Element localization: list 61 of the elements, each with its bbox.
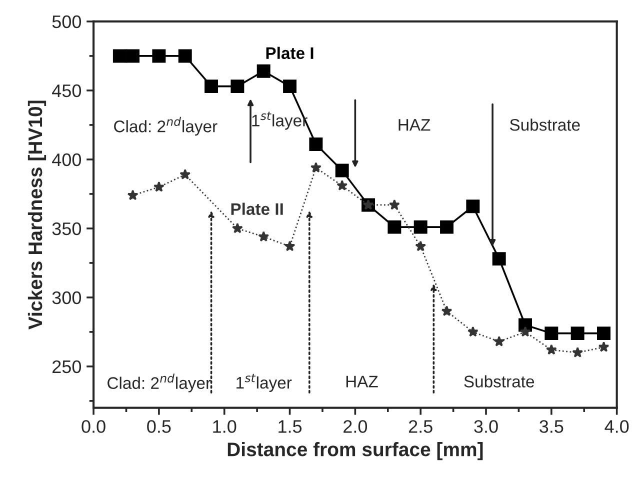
x-tick-label: 3.0 xyxy=(474,420,498,433)
point xyxy=(467,326,478,337)
point xyxy=(415,240,426,252)
y-tick-label: 500 xyxy=(52,15,82,28)
x-tick-label: 1.0 xyxy=(213,420,236,433)
y-tick-label: 450 xyxy=(52,84,82,98)
point xyxy=(127,190,138,200)
point xyxy=(520,326,531,337)
point xyxy=(153,181,164,192)
series-label: Plate I xyxy=(266,46,314,60)
point xyxy=(283,80,297,94)
point xyxy=(180,168,191,180)
x-tick-label: 2.0 xyxy=(344,420,368,433)
point xyxy=(546,344,557,355)
series-label: Plate II xyxy=(231,202,283,215)
x-axis-title: Distance from surface [mm] xyxy=(228,442,483,460)
point xyxy=(335,164,349,178)
point xyxy=(441,306,452,316)
x-tick-label: 4.0 xyxy=(604,420,629,433)
point xyxy=(258,231,270,242)
point xyxy=(414,220,428,234)
annotation: Substrate xyxy=(510,118,580,131)
point xyxy=(112,49,126,63)
annotation: Clad: 2$^{nd}$layer xyxy=(108,374,211,392)
x-tick-label: 3.5 xyxy=(540,420,564,433)
annotation: HAZ xyxy=(346,376,378,388)
x-tick-label: 0.0 xyxy=(82,420,106,433)
point xyxy=(572,346,584,358)
x-tick-label: 1.5 xyxy=(278,420,302,433)
point xyxy=(336,180,348,190)
x-tick-label: 0.5 xyxy=(147,420,171,433)
point xyxy=(310,162,322,172)
annotation: HAZ xyxy=(398,119,430,131)
point xyxy=(570,326,584,340)
point xyxy=(440,220,454,234)
point xyxy=(284,240,296,252)
x-tick-label: 2.5 xyxy=(408,420,432,433)
point xyxy=(597,326,610,340)
point xyxy=(544,326,558,340)
y-axis-title: Vickers Hardness [HV10] xyxy=(28,100,46,330)
point xyxy=(256,64,270,78)
point xyxy=(230,80,244,94)
y-tick-label: 350 xyxy=(52,222,82,236)
annotation: Clad: 2$^{nd}$layer xyxy=(114,116,218,136)
point xyxy=(466,200,480,214)
y-tick-label: 300 xyxy=(52,291,82,304)
point xyxy=(232,222,243,234)
point xyxy=(126,49,140,63)
point xyxy=(388,220,402,234)
point xyxy=(178,49,192,63)
y-tick-label: 250 xyxy=(52,360,82,374)
annotation: Substrate xyxy=(464,375,534,388)
point xyxy=(492,252,506,266)
point xyxy=(309,138,323,152)
y-tick-label: 400 xyxy=(52,153,82,166)
point xyxy=(598,341,610,352)
point xyxy=(152,49,166,63)
point xyxy=(494,336,505,346)
annotation: 1$^{st}$layer xyxy=(236,374,292,392)
point xyxy=(388,199,400,210)
point xyxy=(204,80,218,94)
